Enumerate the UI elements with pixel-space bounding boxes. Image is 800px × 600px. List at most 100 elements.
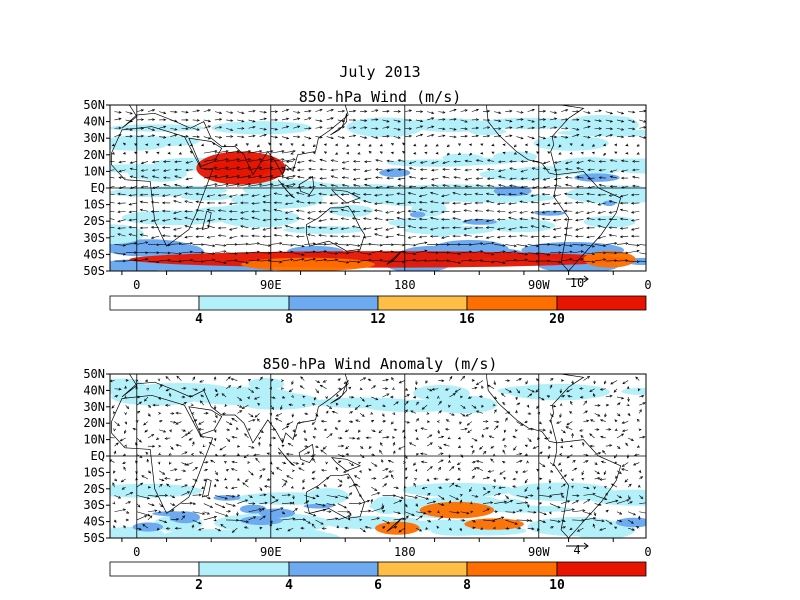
wind-vector-head [217, 217, 221, 221]
wind-vector-head [608, 200, 612, 203]
wind-vector-head [407, 209, 411, 213]
wind-vector-head [247, 378, 252, 382]
wind-vector [242, 482, 249, 488]
wind-vector-head [159, 483, 163, 487]
shading-patch [110, 378, 146, 396]
wind-vector-head [520, 110, 524, 114]
wind-vector-head [301, 151, 305, 155]
wind-vector-head [602, 143, 607, 147]
wind-vector-head [513, 250, 517, 254]
wind-vector-head [341, 125, 346, 129]
wind-vector-head [129, 161, 133, 164]
wind-vector-head [586, 419, 590, 423]
wind-vector-head [436, 420, 440, 423]
wind-vector [315, 259, 327, 262]
wind-vector [152, 169, 160, 171]
wind-vector [494, 516, 504, 521]
wind-vector-head [359, 387, 363, 391]
wind-vector-head [152, 128, 156, 131]
wind-vector-head [122, 151, 126, 155]
wind-vector-head [390, 421, 394, 425]
wind-vector [192, 110, 200, 112]
wind-vector [231, 486, 238, 489]
wind-vector-head [252, 502, 256, 505]
wind-vector [494, 127, 501, 130]
wind-vector-head [174, 160, 178, 164]
wind-vector [173, 194, 182, 198]
wind-vector [471, 260, 483, 262]
wind-vector [337, 119, 345, 122]
wind-vector [158, 483, 163, 488]
wind-vector-head [206, 194, 210, 198]
wind-vector-head [241, 119, 245, 123]
wind-vector [231, 418, 238, 422]
wind-vector-head [347, 510, 351, 514]
wind-vector-head [334, 152, 339, 155]
wind-vector-head [433, 477, 437, 481]
wind-vector-head [262, 515, 266, 519]
wind-vector [170, 495, 175, 499]
shading-patch [273, 186, 328, 200]
wind-vector-head [225, 469, 229, 472]
wind-vector-head [330, 168, 334, 172]
wind-vector [471, 404, 477, 409]
wind-vector [438, 127, 445, 130]
wind-vector [159, 429, 166, 433]
wind-vector-head [223, 261, 227, 265]
wind-vector-head [622, 381, 626, 385]
wind-vector [398, 445, 405, 450]
wind-vector-head [580, 243, 584, 247]
wind-vector-head [227, 428, 231, 432]
wind-vector-head [113, 470, 116, 474]
wind-vector [125, 404, 129, 409]
wind-vector-head [277, 452, 281, 455]
wind-vector [117, 210, 126, 213]
wind-vector-head [220, 523, 224, 527]
wind-vector-head [159, 384, 163, 388]
wind-vector [427, 260, 439, 262]
wind-vector-head [554, 117, 558, 121]
wind-vector [583, 517, 596, 521]
wind-vector [174, 175, 182, 179]
wind-vector [572, 519, 584, 521]
wind-vector-head [379, 151, 383, 155]
wind-vector [151, 226, 160, 229]
wind-vector [419, 194, 428, 197]
wind-vector-head [479, 446, 483, 450]
wind-vector-head [334, 427, 338, 431]
wind-vector-head [345, 452, 349, 456]
lat-label: 10N [83, 164, 105, 178]
wind-vector-head [406, 420, 411, 424]
wind-vector-head [419, 177, 424, 180]
shading-patch [413, 385, 470, 402]
wind-vector-head [163, 135, 167, 139]
wind-vector-head [566, 389, 570, 393]
wind-vector [281, 502, 293, 504]
wind-vector-head [240, 234, 244, 238]
wind-vector-head [312, 257, 316, 261]
wind-vector-head [462, 406, 466, 409]
wind-vector-head [352, 183, 357, 187]
wind-vector-head [118, 160, 122, 164]
wind-vector-head [351, 210, 355, 213]
wind-vector [516, 244, 528, 247]
wind-vector-head [619, 208, 623, 212]
wind-vector-head [167, 143, 171, 147]
wind-vector [516, 519, 530, 521]
wind-vector-head [576, 176, 580, 179]
wind-vector-head [626, 455, 630, 459]
wind-vector-head [234, 259, 238, 262]
wind-vector-head [554, 111, 558, 114]
wind-vector [170, 252, 182, 255]
wind-vector-head [346, 151, 350, 155]
wind-vector [627, 437, 634, 441]
wind-vector-head [223, 461, 228, 464]
wind-vector [308, 160, 316, 162]
wind-vector-head [213, 518, 217, 522]
wind-vector [516, 460, 523, 463]
wind-vector-head [598, 127, 602, 130]
wind-vector-head [636, 143, 640, 147]
wind-vector [431, 184, 439, 187]
wind-vector-head [525, 381, 529, 385]
wind-vector-head [128, 210, 132, 214]
